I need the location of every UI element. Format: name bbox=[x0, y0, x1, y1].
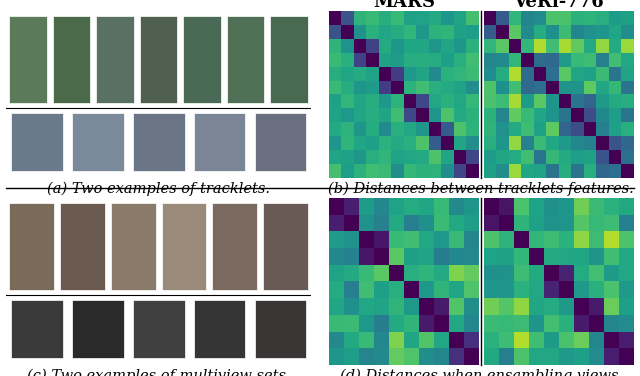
Bar bbox=[184, 16, 221, 103]
Text: (a) Two examples of tracklets.: (a) Two examples of tracklets. bbox=[47, 182, 270, 196]
Bar bbox=[72, 113, 124, 171]
Bar bbox=[11, 300, 63, 358]
Bar bbox=[132, 300, 184, 358]
Bar bbox=[72, 300, 124, 358]
Text: (c) Two examples of multiview sets.: (c) Two examples of multiview sets. bbox=[27, 368, 291, 376]
Bar bbox=[212, 203, 257, 290]
Bar bbox=[194, 300, 245, 358]
Bar bbox=[255, 113, 307, 171]
Bar bbox=[271, 16, 308, 103]
Bar bbox=[227, 16, 264, 103]
Title: VeRi-776: VeRi-776 bbox=[514, 0, 604, 11]
Bar bbox=[111, 203, 156, 290]
Bar bbox=[255, 300, 307, 358]
Bar bbox=[194, 113, 245, 171]
Bar bbox=[10, 203, 54, 290]
Title: MARS: MARS bbox=[372, 0, 435, 11]
Bar bbox=[140, 16, 177, 103]
Bar bbox=[10, 16, 47, 103]
Bar bbox=[11, 113, 63, 171]
Bar bbox=[132, 113, 184, 171]
Bar bbox=[263, 203, 308, 290]
Bar bbox=[53, 16, 90, 103]
Text: (d) Distances when ensambling views.: (d) Distances when ensambling views. bbox=[340, 368, 623, 376]
Text: (b) Distances between tracklets features.: (b) Distances between tracklets features… bbox=[328, 182, 634, 196]
Bar bbox=[97, 16, 134, 103]
Bar bbox=[162, 203, 206, 290]
Bar bbox=[60, 203, 105, 290]
